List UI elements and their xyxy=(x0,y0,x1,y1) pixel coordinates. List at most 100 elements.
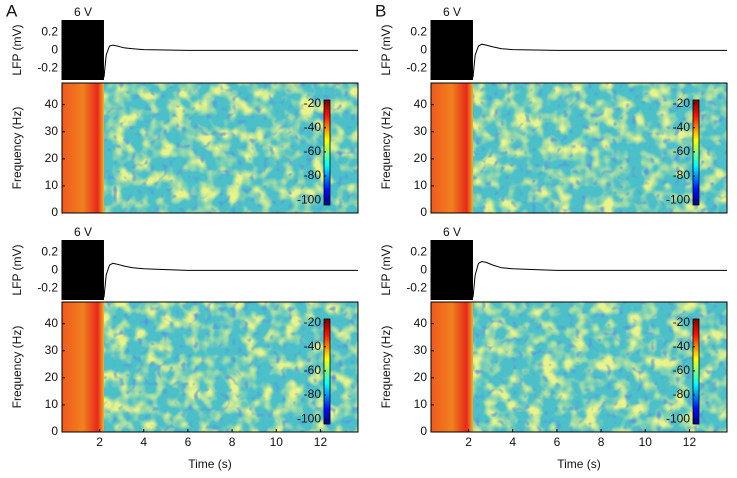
y-tick-label: 0.2 xyxy=(410,25,427,39)
y-tick-label: 10 xyxy=(414,178,428,192)
annotation: 6 V xyxy=(74,5,92,19)
y-axis-label: LFP (mV) xyxy=(379,24,393,75)
y-tick-label: 40 xyxy=(45,316,59,330)
spectrogram-texture xyxy=(431,302,727,432)
y-axis-label: LFP (mV) xyxy=(10,244,24,295)
y-tick-label: -0.2 xyxy=(37,281,58,295)
y-tick-label: 0 xyxy=(420,424,427,438)
y-tick-label: 30 xyxy=(45,124,59,138)
annotation: 6 V xyxy=(74,225,92,239)
spectrogram-texture xyxy=(62,83,358,213)
stimulus-power xyxy=(431,83,473,213)
x-tick-label: 12 xyxy=(314,435,328,449)
x-tick-label: 8 xyxy=(598,435,605,449)
y-axis-label: Frequency (Hz) xyxy=(10,107,24,190)
x-tick-label: 4 xyxy=(509,435,516,449)
panel-label: B xyxy=(375,1,386,20)
y-tick-label: -0.2 xyxy=(406,281,427,295)
lfp-trace xyxy=(103,262,358,298)
x-tick-label: 8 xyxy=(229,435,236,449)
x-tick-label: 10 xyxy=(270,435,284,449)
colorbar xyxy=(323,99,331,206)
frame xyxy=(61,301,359,433)
y-tick-label: 0 xyxy=(420,263,427,277)
y-axis-label: LFP (mV) xyxy=(10,24,24,75)
colorbar-tick-label: -20 xyxy=(304,96,322,110)
colorbar-tick-label: -40 xyxy=(673,339,691,353)
colorbar xyxy=(692,99,700,206)
y-axis-label: Frequency (Hz) xyxy=(379,107,393,190)
x-tick-label: 2 xyxy=(96,435,103,449)
spectrogram-texture xyxy=(431,83,727,213)
frame xyxy=(430,82,728,214)
y-tick-label: 30 xyxy=(414,124,428,138)
lfp-trace xyxy=(103,44,358,78)
colorbar-tick-label: -100 xyxy=(666,411,690,425)
y-tick-label: 30 xyxy=(45,343,59,357)
colorbar-tick-label: -40 xyxy=(304,339,322,353)
y-tick-label: 30 xyxy=(414,343,428,357)
x-tick-label: 2 xyxy=(465,435,472,449)
colorbar-tick-label: -40 xyxy=(304,120,322,134)
y-axis-label: LFP (mV) xyxy=(379,244,393,295)
y-tick-label: 40 xyxy=(414,97,428,111)
y-tick-label: -0.2 xyxy=(37,61,58,75)
spectrogram-texture xyxy=(62,302,358,432)
stimulus-block xyxy=(431,240,473,300)
x-tick-label: 6 xyxy=(554,435,561,449)
stimulus-power xyxy=(62,302,104,432)
stimulus-block xyxy=(62,240,104,300)
colorbar-tick-label: -100 xyxy=(297,411,321,425)
y-tick-label: 0.2 xyxy=(41,245,58,259)
frame xyxy=(61,82,359,214)
y-tick-label: 10 xyxy=(414,397,428,411)
y-tick-label: -0.2 xyxy=(406,61,427,75)
y-axis-label: Frequency (Hz) xyxy=(10,326,24,409)
y-tick-label: 0 xyxy=(51,205,58,219)
colorbar-tick-label: -60 xyxy=(673,363,691,377)
y-axis-label: Frequency (Hz) xyxy=(379,326,393,409)
stimulus-power xyxy=(431,302,473,432)
y-tick-label: 0.2 xyxy=(41,25,58,39)
lfp-trace xyxy=(472,43,727,78)
y-tick-label: 40 xyxy=(45,97,59,111)
colorbar-tick-label: -80 xyxy=(673,168,691,182)
y-tick-label: 20 xyxy=(45,151,59,165)
annotation: 6 V xyxy=(443,225,461,239)
colorbar-tick-label: -60 xyxy=(673,144,691,158)
x-tick-label: 12 xyxy=(683,435,697,449)
colorbar xyxy=(323,318,331,425)
colorbar-tick-label: -80 xyxy=(304,387,322,401)
x-tick-label: 6 xyxy=(185,435,192,449)
y-tick-label: 0.2 xyxy=(410,245,427,259)
y-tick-label: 40 xyxy=(414,316,428,330)
x-tick-label: 10 xyxy=(639,435,653,449)
colorbar-tick-label: -60 xyxy=(304,144,322,158)
y-tick-label: 0 xyxy=(51,263,58,277)
y-tick-label: 0 xyxy=(51,424,58,438)
y-tick-label: 0 xyxy=(420,43,427,57)
y-tick-label: 10 xyxy=(45,397,59,411)
panel-label: A xyxy=(6,1,18,20)
colorbar-tick-label: -20 xyxy=(673,315,691,329)
colorbar xyxy=(692,318,700,425)
x-axis-label: Time (s) xyxy=(557,457,601,471)
y-tick-label: 10 xyxy=(45,178,59,192)
y-tick-label: 20 xyxy=(414,370,428,384)
colorbar-tick-label: -40 xyxy=(673,120,691,134)
colorbar-tick-label: -100 xyxy=(666,192,690,206)
colorbar-tick-label: -80 xyxy=(304,168,322,182)
colorbar-tick-label: -100 xyxy=(297,192,321,206)
y-tick-label: 0 xyxy=(51,43,58,57)
y-tick-label: 0 xyxy=(420,205,427,219)
colorbar-tick-label: -80 xyxy=(673,387,691,401)
stimulus-block xyxy=(431,20,473,80)
annotation: 6 V xyxy=(443,5,461,19)
y-tick-label: 20 xyxy=(414,151,428,165)
x-axis-label: Time (s) xyxy=(188,457,232,471)
colorbar-tick-label: -20 xyxy=(673,96,691,110)
y-tick-label: 20 xyxy=(45,370,59,384)
stimulus-block xyxy=(62,20,104,80)
colorbar-tick-label: -60 xyxy=(304,363,322,377)
